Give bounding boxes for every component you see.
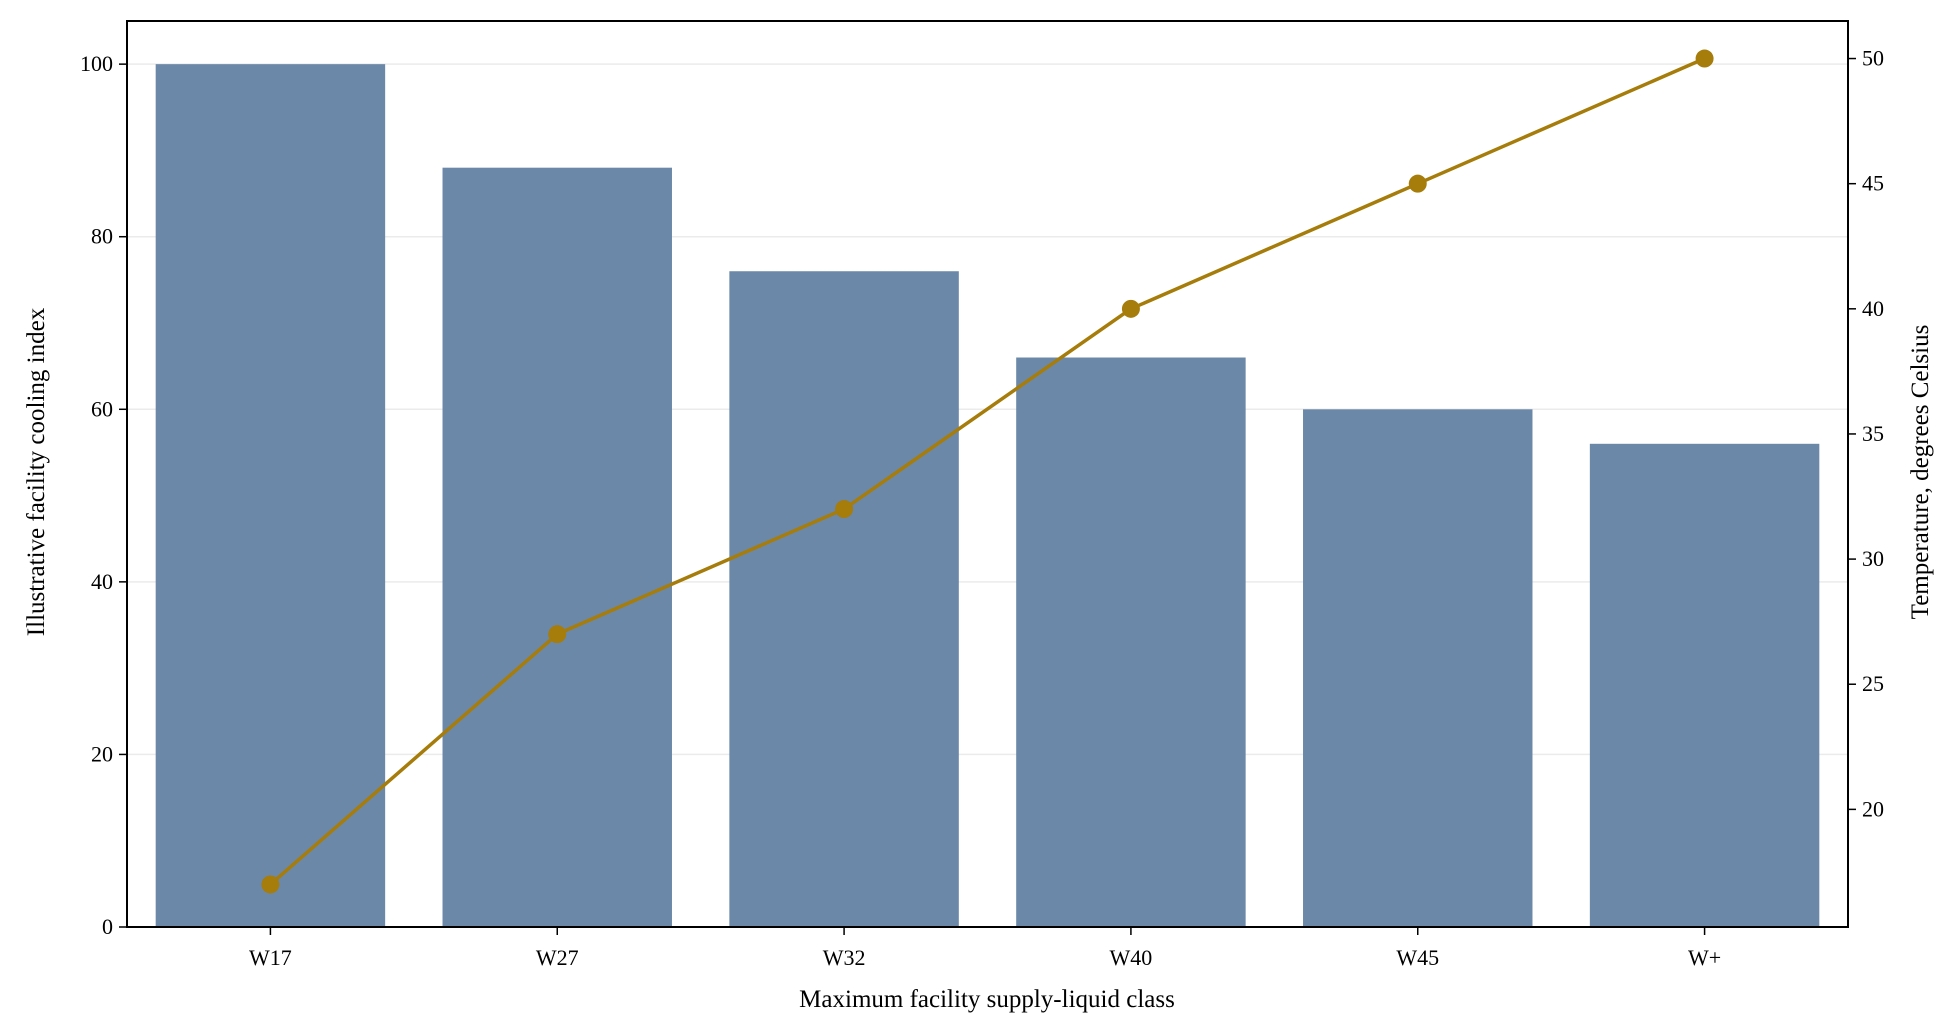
y2-tick-label: 20 [1862,796,1884,821]
y2-tick-label: 40 [1862,296,1884,321]
temperature-point-W45 [1408,174,1427,193]
y2-tick-label: 35 [1862,421,1884,446]
bar-W17 [155,64,386,927]
temperature-point-W32 [835,500,854,519]
temperature-point-W40 [1121,299,1140,318]
axes [119,20,1856,935]
x-axis-label: Maximum facility supply-liquid class [799,986,1175,1013]
line-series [261,49,1714,894]
y-tick-label: 20 [91,741,113,766]
x-tick-label: W17 [249,945,292,970]
x-tick-label: W40 [1110,945,1153,970]
y2-tick-label: 50 [1862,46,1884,71]
x-tick-label: W45 [1396,945,1439,970]
bar-W40 [1016,357,1246,927]
temperature-point-W27 [548,625,567,644]
y-axis-label: Illustrative facility cooling index [23,307,50,636]
y-tick-label: 0 [102,914,113,939]
y2-tick-label: 30 [1862,546,1884,571]
bar-W45 [1303,409,1533,927]
y2-axis-label: Temperature, degrees Celsius [1907,325,1934,620]
y-tick-label: 60 [91,396,113,421]
bar-series [155,64,1820,927]
plot-frame [126,20,1849,928]
y2-tick-label: 25 [1862,671,1884,696]
y2-tick-label: 45 [1862,171,1884,196]
bar-W32 [729,271,959,927]
bar-W27 [442,167,672,927]
temperature-point-W+ [1695,49,1714,68]
temperature-line [269,56,1706,886]
y-tick-label: 100 [80,51,113,76]
y-tick-label: 80 [91,224,113,249]
x-tick-label: W27 [536,945,579,970]
temperature-point-W17 [261,875,280,894]
tick-labels: 0 20 40 60 80 100 20 25 30 35 40 45 50 W17 W27 W32 W40 W4… [80,46,1884,970]
bar-W+ [1589,443,1820,927]
x-tick-label: W32 [823,945,866,970]
x-tick-label: W+ [1688,945,1721,970]
y-tick-label: 40 [91,569,113,594]
